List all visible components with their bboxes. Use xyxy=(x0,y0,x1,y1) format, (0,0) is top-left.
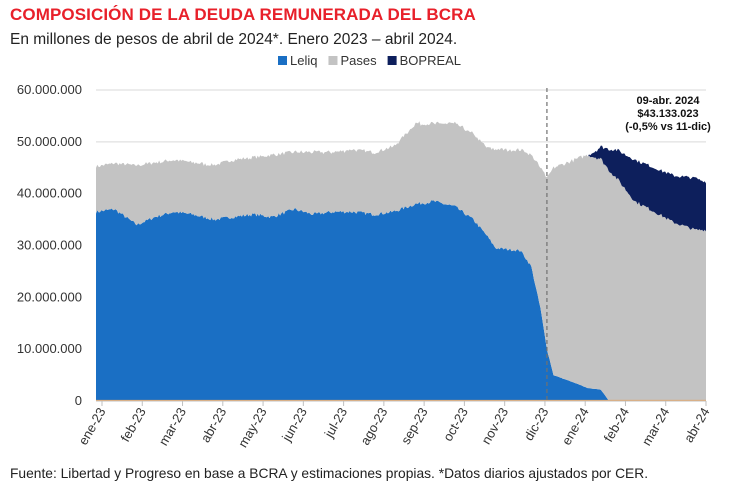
area-pases xyxy=(96,121,706,402)
y-tick-label: 50.000.000 xyxy=(17,134,82,149)
x-tick-label: mar-23 xyxy=(156,405,190,448)
source-note: Fuente: Libertad y Progreso en base a BC… xyxy=(10,466,649,481)
y-tick-label: 60.000.000 xyxy=(17,82,82,97)
x-tick-label: oct-23 xyxy=(440,405,471,444)
legend-swatch-pases xyxy=(328,56,338,65)
chart-annotation: 09-abr. 2024$43.133.023(-0,5% vs 11-dic) xyxy=(625,95,711,133)
annotation-line: (-0,5% vs 11-dic) xyxy=(625,121,711,133)
x-tick-label: nov-23 xyxy=(478,405,511,447)
legend-label-pases: Pases xyxy=(340,53,377,68)
x-tick-label: mar-24 xyxy=(639,405,673,448)
x-tick-label: ene-24 xyxy=(559,405,592,448)
x-tick-label: dic-23 xyxy=(521,405,552,443)
area-leliq xyxy=(96,200,706,401)
x-tick-label: sep-23 xyxy=(398,405,431,447)
y-tick-label: 30.000.000 xyxy=(17,238,82,253)
chart-areas xyxy=(96,121,706,402)
chart-title: COMPOSICIÓN DE LA DEUDA REMUNERADA DEL B… xyxy=(10,5,476,24)
x-tick-label: may-23 xyxy=(235,405,270,450)
x-tick-label: feb-23 xyxy=(117,405,148,444)
y-tick-label: 20.000.000 xyxy=(17,289,82,304)
y-tick-label: 0 xyxy=(75,393,82,408)
chart-subtitle: En millones de pesos de abril de 2024*. … xyxy=(10,31,458,48)
annotation-line: $43.133.023 xyxy=(637,108,698,120)
y-tick-label: 10.000.000 xyxy=(17,341,82,356)
x-tick-label: feb-24 xyxy=(601,405,632,444)
legend-swatch-leliq xyxy=(278,56,287,65)
x-tick-label: ago-23 xyxy=(357,405,390,448)
x-tick-label: ene-23 xyxy=(75,405,108,448)
x-tick-label: jun-23 xyxy=(278,405,310,445)
x-tick-label: jul-23 xyxy=(321,405,350,441)
y-tick-label: 40.000.000 xyxy=(17,186,82,201)
annotation-line: 09-abr. 2024 xyxy=(637,95,701,107)
legend-swatch-bopreal xyxy=(387,56,397,65)
legend-label-bopreal: BOPREAL xyxy=(400,53,461,68)
legend-label-leliq: Leliq xyxy=(290,53,317,68)
x-tick-label: abr-24 xyxy=(681,405,713,445)
chart-legend: Leliq Pases BOPREAL xyxy=(278,53,461,68)
x-tick-label: abr-23 xyxy=(198,405,230,445)
